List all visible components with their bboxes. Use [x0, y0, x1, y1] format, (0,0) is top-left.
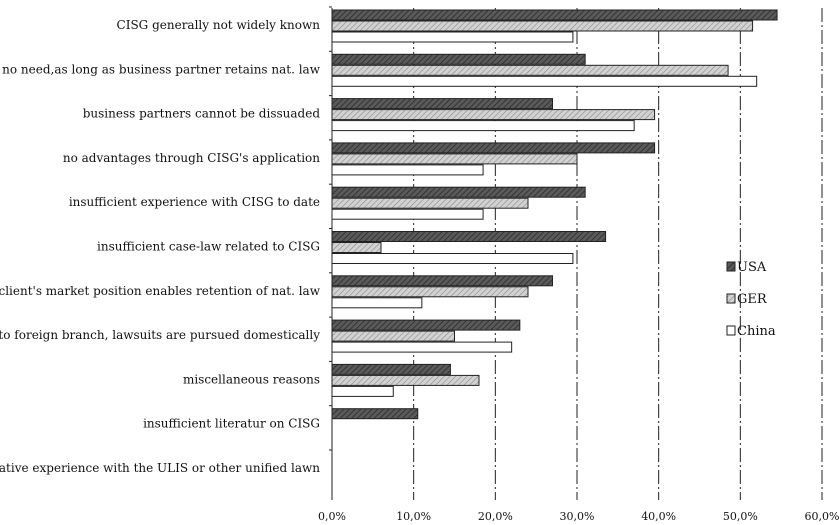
bar-usa — [331, 275, 553, 287]
category-label: insufficient literatur on CISG — [143, 417, 320, 431]
bar-china — [331, 341, 513, 353]
category-label: business partners cannot be dissuaded — [83, 107, 321, 121]
legend-swatch-usa — [726, 261, 736, 272]
legend-swatch-ger — [726, 293, 736, 304]
bar-ger — [331, 330, 455, 342]
bar-china — [331, 31, 574, 43]
category-label: insufficient case-law related to CISG — [97, 240, 320, 254]
bar-usa — [331, 186, 586, 198]
bar-ger — [331, 109, 656, 121]
bar-usa — [331, 98, 553, 110]
bar-china — [331, 120, 635, 132]
bar-usa — [331, 319, 521, 331]
legend-swatch-china — [726, 325, 736, 336]
bar-ger — [331, 64, 729, 76]
bar-usa — [331, 9, 778, 21]
bar-ger — [331, 374, 480, 386]
category-label: no need,as long as business partner reta… — [2, 62, 321, 76]
x-tick-label: 50,0% — [723, 510, 758, 523]
category-labels: CISG generally not widely known no need,a… — [0, 6, 332, 475]
legend-label-china: China — [737, 324, 776, 339]
x-tick-label: 30,0% — [560, 510, 595, 523]
bar-usa — [331, 53, 586, 65]
bar-china — [331, 297, 423, 309]
bar-usa — [331, 142, 656, 154]
legend-label-usa: USA — [737, 260, 767, 275]
x-axis-ticks: 0,0% 10,0% 20,0% 30,0% 40,0% 50,0% 60,0% — [318, 510, 839, 523]
legend: USA GER China — [726, 260, 776, 339]
x-tick-label: 0,0% — [318, 510, 346, 523]
bar-usa — [331, 231, 607, 242]
bar-china — [331, 75, 758, 87]
bar-ger — [331, 153, 578, 165]
category-label: negative experience with the ULIS or oth… — [0, 461, 320, 475]
bar-china — [331, 208, 484, 220]
x-tick-label: 40,0% — [641, 510, 676, 523]
bar-china — [331, 253, 574, 264]
category-label: miscellaneous reasons — [183, 372, 320, 386]
x-tick-label: 20,0% — [478, 510, 513, 523]
category-label: CISG generally not widely known — [117, 18, 321, 32]
bar-china — [331, 385, 394, 397]
category-label: no advantages through CISG's application — [63, 151, 320, 165]
bar-china — [331, 164, 484, 176]
bar-usa — [331, 408, 419, 420]
x-tick-label: 10,0% — [396, 510, 431, 523]
bar-ger — [331, 286, 529, 298]
category-label: due to foreign branch, lawsuits are purs… — [0, 328, 320, 342]
bar-ger — [331, 242, 382, 253]
bar-ger — [331, 197, 529, 209]
category-label: insufficient experience with CISG to dat… — [69, 195, 320, 209]
bar-ger — [331, 20, 754, 32]
category-label: our/client's market position enables ret… — [0, 284, 321, 298]
bar-usa — [331, 363, 451, 375]
legend-label-ger: GER — [737, 292, 768, 307]
bars — [331, 9, 778, 420]
x-tick-label: 60,0% — [805, 510, 839, 523]
